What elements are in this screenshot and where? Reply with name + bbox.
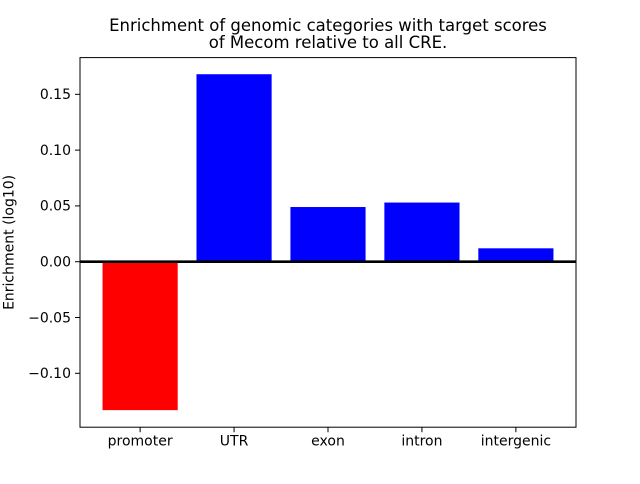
x-tick-label-intron: intron bbox=[401, 434, 442, 450]
y-axis-label: Enrichment (log10) bbox=[2, 175, 18, 310]
bar-exon bbox=[290, 207, 366, 262]
y-tick-label: −0.10 bbox=[28, 366, 71, 382]
bar-UTR bbox=[196, 74, 272, 262]
chart-title-line1: Enrichment of genomic categories with ta… bbox=[109, 16, 547, 35]
y-tick-label: 0.00 bbox=[40, 255, 71, 271]
y-tick-label: 0.15 bbox=[40, 87, 71, 103]
x-tick-label-intergenic: intergenic bbox=[481, 434, 551, 450]
bar-promoter bbox=[102, 261, 178, 411]
bar-intergenic bbox=[478, 248, 554, 262]
x-tick-label-UTR: UTR bbox=[220, 434, 249, 450]
y-tick-label: −0.05 bbox=[28, 310, 71, 326]
x-tick-label-promoter: promoter bbox=[108, 434, 173, 450]
y-tick-label: 0.05 bbox=[40, 199, 71, 215]
bar-intron bbox=[384, 202, 460, 262]
chart-title-line2: of Mecom relative to all CRE. bbox=[209, 33, 448, 52]
x-tick-label-exon: exon bbox=[311, 434, 345, 450]
y-tick-label: 0.10 bbox=[40, 143, 71, 159]
